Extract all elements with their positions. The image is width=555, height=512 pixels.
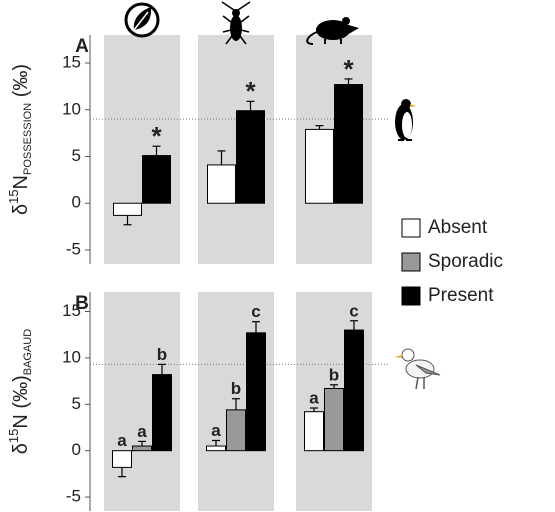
y-axis-label-part: δ [10, 204, 32, 215]
bar [246, 332, 266, 452]
significance-label: b [231, 379, 241, 398]
y-tick-label: 10 [62, 99, 81, 118]
bar [112, 450, 132, 468]
significance-label: * [343, 54, 354, 84]
y-tick-label: -5 [66, 239, 81, 258]
y-tick-label: 5 [72, 394, 81, 413]
bar [113, 202, 142, 216]
y-tick-label: 15 [62, 53, 81, 72]
bar [206, 445, 226, 452]
bar [142, 155, 171, 204]
bar [236, 110, 265, 204]
significance-label: a [211, 421, 221, 440]
y-axis-label-part: δ [10, 443, 32, 454]
significance-label: c [251, 302, 260, 321]
y-axis-label-part: 15 [6, 189, 21, 203]
y-tick-label: 0 [72, 193, 81, 212]
y-tick-label: -5 [66, 487, 81, 506]
bar [304, 411, 324, 452]
significance-label: b [329, 365, 339, 384]
y-tick-label: 10 [62, 347, 81, 366]
y-tick-label: 15 [62, 301, 81, 320]
panel-label: A [75, 36, 89, 57]
bar [226, 409, 246, 452]
penguin-icon [395, 99, 416, 141]
y-axis-label: δ15NPOSSESSION (‰) [6, 64, 34, 215]
significance-label: c [349, 301, 358, 320]
y-axis-label: δ15N (‰)BAGAUD [6, 329, 34, 454]
y-axis-label-part: 15 [6, 429, 21, 443]
significance-label: a [309, 388, 319, 407]
bar [132, 445, 152, 452]
legend-swatch [401, 252, 421, 272]
significance-label: b [157, 345, 167, 364]
legend-swatch [401, 218, 421, 238]
bar [344, 329, 364, 452]
y-axis-label-part: N (‰) [10, 375, 32, 428]
legend-label: Sporadic [428, 251, 503, 272]
y-axis-label-part: N [10, 175, 32, 189]
y-axis-label-part: BAGAUD [22, 329, 34, 376]
y-axis-label-part: POSSESSION [22, 103, 34, 175]
legend-label: Absent [428, 217, 488, 238]
y-tick-label: 5 [72, 146, 81, 165]
y-axis-label-part: (‰) [10, 64, 32, 103]
significance-label: a [117, 431, 127, 450]
category-band [104, 35, 180, 264]
bar [207, 164, 236, 204]
icons [124, 1, 441, 390]
gull-icon [394, 348, 441, 390]
rat-icon [306, 17, 359, 45]
significance-label: * [245, 76, 256, 106]
y-tick-label: 0 [72, 440, 81, 459]
legend-label: Present [428, 285, 494, 306]
bar [152, 374, 172, 452]
bar [334, 84, 363, 204]
beetle-icon [221, 1, 251, 45]
legend-swatch [401, 286, 421, 306]
leaf-icon [124, 2, 160, 38]
bar [305, 128, 334, 204]
significance-label: * [151, 121, 162, 151]
panel-label: B [75, 293, 89, 314]
bar [324, 388, 344, 452]
significance-label: a [137, 422, 147, 441]
